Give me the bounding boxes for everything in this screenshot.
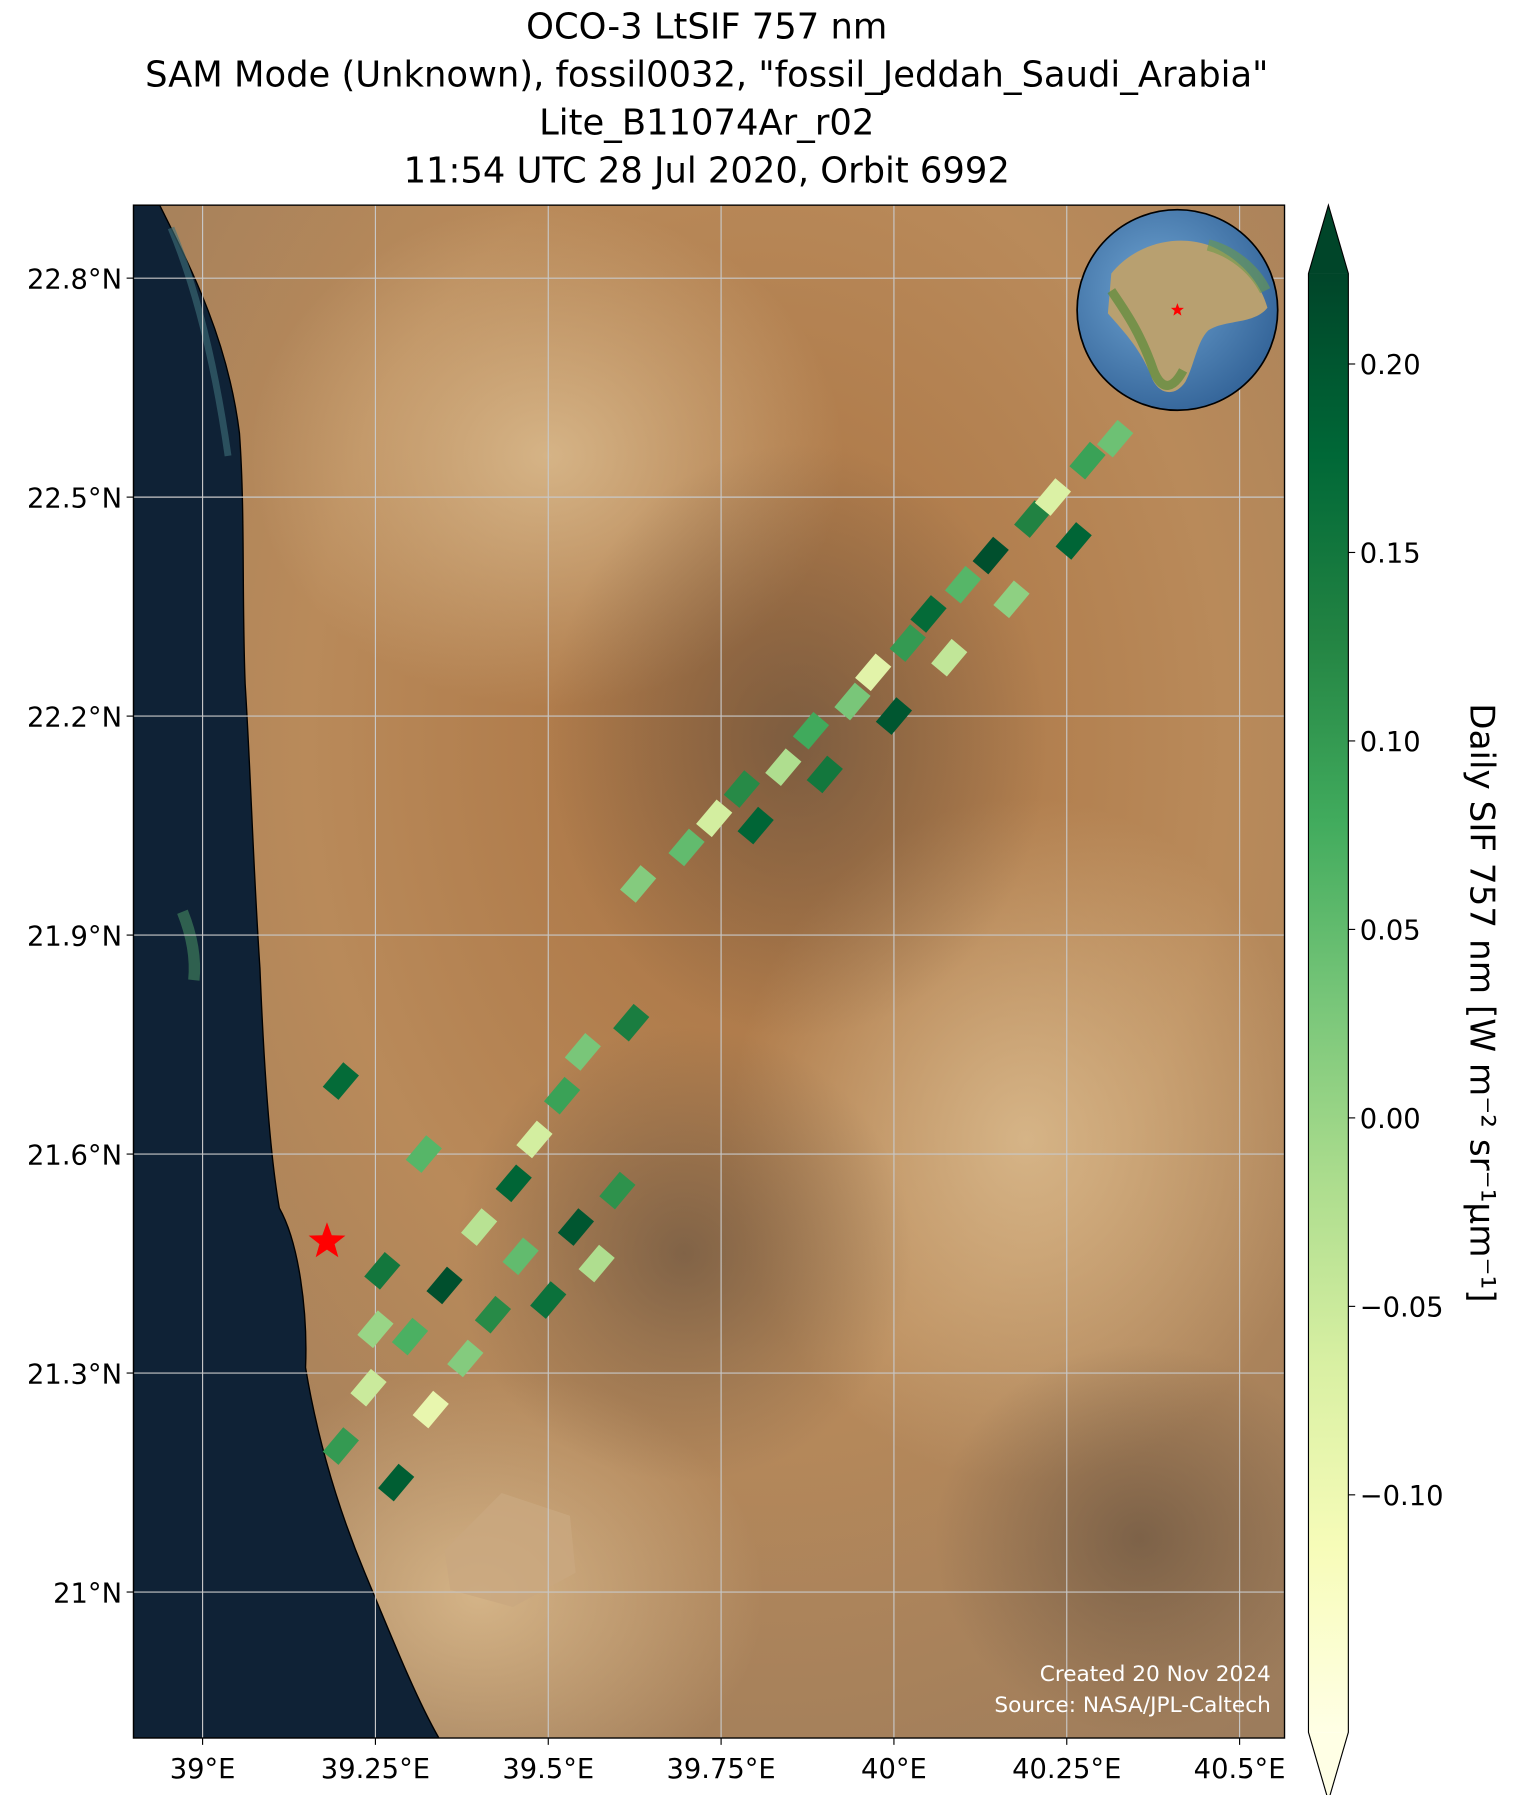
sif-footprint xyxy=(412,1390,449,1429)
sif-footprint xyxy=(834,682,871,721)
colorbar-outline xyxy=(1307,203,1349,1795)
globe-site xyxy=(1170,303,1184,316)
x-tick-label: 39.25°E xyxy=(321,1754,430,1785)
footprints xyxy=(322,419,1134,1502)
colorbar-tick-label: 0.10 xyxy=(1360,727,1421,758)
title-line: 11:54 UTC 28 Jul 2020, Orbit 6992 xyxy=(404,150,1010,191)
graticule: 39°E 39.25°E 39.5°E 39.75°E 40°E 40.25°E 40.5°… xyxy=(27,205,1286,1785)
y-tick-label: 22.2°N xyxy=(27,702,122,733)
colorbar-label: Daily SIF 757 nm [W m⁻² sr⁻¹μm⁻¹] xyxy=(1461,703,1501,1302)
title-line: Lite_B11074Ar_r02 xyxy=(539,102,874,143)
sif-footprint xyxy=(1097,419,1134,458)
sif-footprint xyxy=(855,653,892,692)
sif-footprint xyxy=(931,638,968,677)
colorbar-tick-label: 0.00 xyxy=(1360,1104,1421,1135)
sif-footprint xyxy=(765,748,802,787)
sif-footprint xyxy=(1034,478,1072,516)
sif-footprint xyxy=(723,770,760,808)
sif-footprint xyxy=(806,755,843,794)
colorbar: −0.10 −0.05 0.00 0.05 0.10 0.15 0.20 Daily SIF … xyxy=(1307,203,1501,1795)
sif-footprint xyxy=(447,1339,484,1378)
y-tick-label: 21°N xyxy=(53,1578,122,1609)
sif-footprint xyxy=(889,624,926,662)
y-tick-label: 21.3°N xyxy=(27,1359,122,1390)
sif-footprint xyxy=(530,1281,567,1319)
sif-footprint xyxy=(543,1076,581,1115)
sif-footprint xyxy=(696,799,733,838)
basemap xyxy=(133,205,1285,1739)
colorbar-extend-top xyxy=(1308,205,1349,274)
colorbar-extend-bottom xyxy=(1308,1732,1349,1795)
sif-footprint xyxy=(1014,500,1051,538)
map-frame xyxy=(132,204,1286,1739)
colorbar-tick-label: −0.10 xyxy=(1360,1481,1444,1512)
credit: Created 20 Nov 2024 xyxy=(1040,1662,1271,1687)
sif-footprint xyxy=(564,1033,601,1071)
sif-footprint xyxy=(792,711,830,750)
sif-footprint xyxy=(461,1208,498,1246)
sif-footprint xyxy=(350,1368,387,1407)
sif-footprint xyxy=(495,1164,532,1203)
x-tick-label: 40.25°E xyxy=(1012,1754,1121,1785)
sif-footprint xyxy=(737,806,774,845)
x-tick-label: 40.5°E xyxy=(1194,1754,1286,1785)
title-line: OCO-3 LtSIF 757 nm xyxy=(526,7,887,48)
sif-footprint xyxy=(322,1427,359,1465)
sif-footprint xyxy=(391,1317,429,1356)
colorbar-tick-label: 0.20 xyxy=(1360,350,1421,381)
sif-footprint xyxy=(620,865,657,903)
x-tick-label: 39°E xyxy=(170,1754,236,1785)
sif-footprint xyxy=(364,1252,401,1290)
credit: Source: NASA/JPL-Caltech xyxy=(994,1693,1270,1718)
sif-footprint xyxy=(474,1295,512,1334)
title: OCO-3 LtSIF 757 nm SAM Mode (Unknown), fo… xyxy=(145,7,1268,192)
sif-footprint xyxy=(378,1463,415,1502)
sif-footprint xyxy=(502,1237,539,1276)
sif-footprint xyxy=(1069,441,1106,480)
sif-footprint xyxy=(599,1171,636,1210)
y-tick-label: 21.6°N xyxy=(27,1140,122,1171)
sif-footprint xyxy=(944,565,982,604)
y-tick-label: 22.8°N xyxy=(27,264,122,295)
colorbar-body xyxy=(1308,273,1349,1733)
sif-footprint xyxy=(426,1266,463,1305)
y-tick-label: 21.9°N xyxy=(27,921,122,952)
sif-footprint xyxy=(322,1062,359,1100)
title-line: SAM Mode (Unknown), fossil0032, "fossil_… xyxy=(145,55,1268,96)
sif-footprint xyxy=(516,1120,553,1159)
x-tick-label: 39.75°E xyxy=(666,1754,775,1785)
sif-footprint xyxy=(668,828,705,867)
sif-footprint xyxy=(1055,522,1092,560)
sif-footprint xyxy=(875,697,913,735)
colorbar-tick-label: −0.05 xyxy=(1360,1293,1444,1324)
sif-footprint xyxy=(357,1310,394,1349)
sif-footprint xyxy=(557,1208,595,1246)
x-tick-label: 40°E xyxy=(861,1754,927,1785)
sif-footprint xyxy=(972,536,1009,575)
sif-footprint xyxy=(993,580,1030,619)
sif-footprint xyxy=(405,1135,442,1173)
sif-footprint xyxy=(578,1244,615,1283)
y-tick-label: 22.5°N xyxy=(27,483,122,514)
colorbar-tick-label: 0.15 xyxy=(1360,539,1421,570)
site-marker xyxy=(308,1222,346,1258)
x-tick-label: 39.5°E xyxy=(502,1754,594,1785)
sif-footprint xyxy=(910,595,947,633)
colorbar-tick-label: 0.05 xyxy=(1360,916,1421,947)
sif-footprint xyxy=(613,1003,650,1042)
